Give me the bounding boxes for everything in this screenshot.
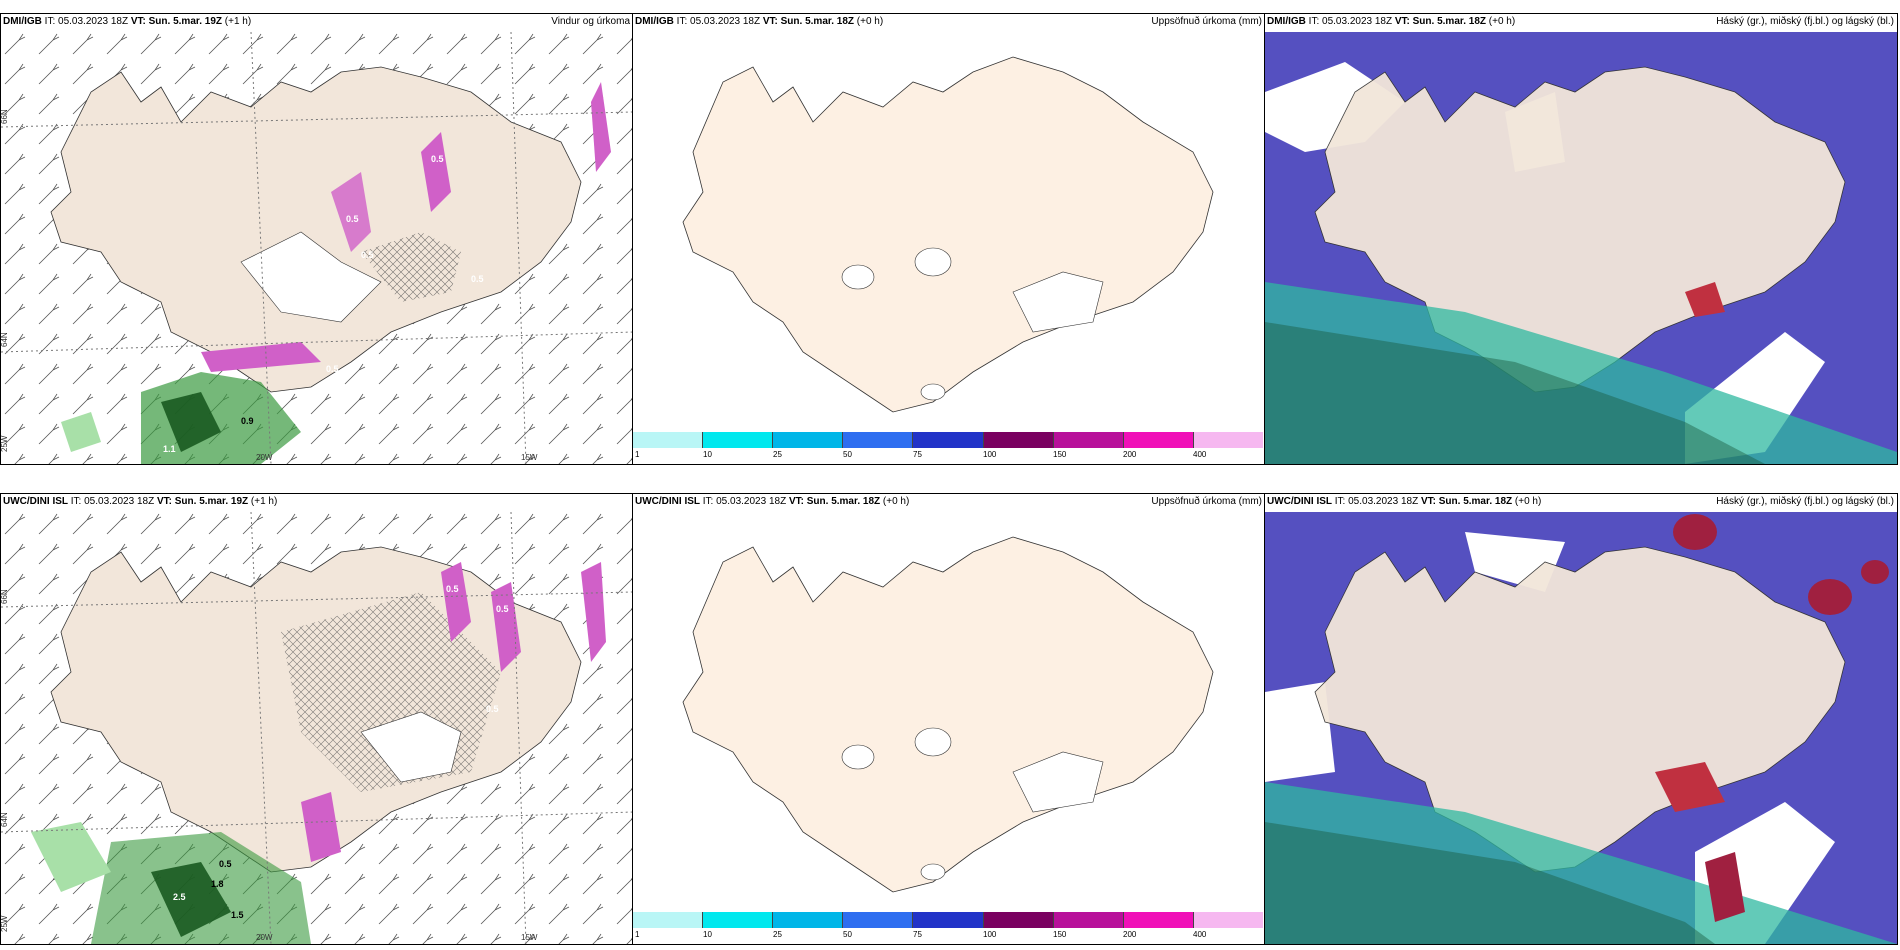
precip-value: 0.5	[486, 704, 499, 714]
colorbar-swatch	[913, 912, 984, 928]
lat-label: 64N	[1, 332, 9, 347]
colorbar-swatch	[1193, 432, 1263, 448]
panel-accum-precip-uwc: UWC/DINI ISL IT: 05.03.2023 18Z VT: Sun.…	[632, 493, 1266, 945]
colorbar-swatch	[1193, 912, 1263, 928]
colorbar-swatch	[983, 432, 1054, 448]
panel-title: DMI/IGB IT: 05.03.2023 18Z VT: Sun. 5.ma…	[3, 16, 252, 27]
panel-title: UWC/DINI ISL IT: 05.03.2023 18Z VT: Sun.…	[1267, 496, 1542, 507]
precip-value: 1.1	[163, 444, 176, 454]
panel-clouds-uwc: UWC/DINI ISL IT: 05.03.2023 18Z VT: Sun.…	[1264, 493, 1898, 945]
panel-subtitle: Háský (gr.), miðský (fj.bl.) og lágský (…	[1716, 496, 1894, 507]
iceland-landmass	[1314, 546, 1846, 873]
iceland-landmass	[682, 56, 1214, 413]
lat-label: 66N	[1, 589, 9, 604]
colorbar-swatch	[633, 432, 704, 448]
lon-label: 20W	[256, 933, 273, 942]
panel-clouds-dmi: DMI/IGB IT: 05.03.2023 18Z VT: Sun. 5.ma…	[1264, 13, 1898, 465]
precip-value: 1.8	[211, 879, 224, 889]
panel-wind-precip-dmi: DMI/IGB IT: 05.03.2023 18Z VT: Sun. 5.ma…	[0, 13, 634, 465]
colorbar-swatch	[773, 912, 844, 928]
wind-precip-map: 66N 64N 25W 20W 15W 2.5 1.8 0.5 0.5 0.5 …	[1, 512, 633, 944]
colorbar-swatch	[843, 912, 914, 928]
colorbar-swatch	[703, 912, 774, 928]
colorbar-swatch	[1053, 912, 1124, 928]
colorbar-swatch	[1123, 912, 1194, 928]
lat-label: 64N	[1, 812, 9, 827]
colorbar	[633, 912, 1263, 928]
clouds-map	[1265, 32, 1897, 464]
panel-title: DMI/IGB IT: 05.03.2023 18Z VT: Sun. 5.ma…	[1267, 16, 1516, 27]
precip-value: 0.5	[346, 214, 359, 224]
colorbar-swatch	[913, 432, 984, 448]
precip-value: 0.5	[471, 274, 484, 284]
panel-subtitle: Uppsöfnuð úrkoma (mm)	[1151, 496, 1262, 507]
panel-wind-precip-uwc: UWC/DINI ISL IT: 05.03.2023 18Z VT: Sun.…	[0, 493, 634, 945]
precip-value: 1.5	[231, 910, 244, 920]
precip-value: 0.5	[219, 859, 232, 869]
precip-value: 0.9	[241, 416, 254, 426]
iceland-landmass	[682, 536, 1214, 893]
panel-subtitle: Uppsöfnuð úrkoma (mm)	[1151, 16, 1262, 27]
colorbar-swatch	[773, 432, 844, 448]
lon-label: 25W	[1, 915, 9, 932]
panel-title: UWC/DINI ISL IT: 05.03.2023 18Z VT: Sun.…	[3, 496, 278, 507]
panel-accum-precip-dmi: DMI/IGB IT: 05.03.2023 18Z VT: Sun. 5.ma…	[632, 13, 1266, 465]
panel-title: UWC/DINI ISL IT: 05.03.2023 18Z VT: Sun.…	[635, 496, 910, 507]
colorbar-swatch	[983, 912, 1054, 928]
colorbar-ticks: 1 10 25 50 75 100 150 200 400	[635, 930, 1207, 939]
lon-label: 15W	[521, 453, 538, 462]
precip-value: 0.5	[496, 604, 509, 614]
lon-label: 25W	[1, 435, 9, 452]
colorbar-swatch	[843, 432, 914, 448]
accum-precip-map	[682, 56, 1214, 413]
colorbar-swatch	[1123, 432, 1194, 448]
iceland-landmass	[50, 66, 582, 393]
colorbar-swatch	[703, 432, 774, 448]
precip-value: 2.5	[173, 892, 186, 902]
colorbar-swatch	[1053, 432, 1124, 448]
lon-label: 15W	[521, 933, 538, 942]
precip-value: 0.5	[446, 584, 459, 594]
panel-subtitle: Vindur og úrkoma	[551, 16, 630, 27]
clouds-map	[1265, 512, 1897, 944]
lon-label: 20W	[256, 453, 273, 462]
precip-value: 0.5	[431, 154, 444, 164]
precip-value: 0.5	[361, 250, 374, 260]
accum-precip-map	[682, 536, 1214, 893]
colorbar-swatch	[633, 912, 704, 928]
panel-title: DMI/IGB IT: 05.03.2023 18Z VT: Sun. 5.ma…	[635, 16, 884, 27]
colorbar	[633, 432, 1263, 448]
colorbar-ticks: 1 10 25 50 75 100 150 200 400	[635, 450, 1207, 459]
lat-label: 66N	[1, 109, 9, 124]
precip-value: 0.5	[326, 364, 339, 374]
wind-precip-map: 66N 64N 25W 20W 15W 0.9 1.1 0.5 0.5 0.5 …	[1, 32, 633, 464]
panel-subtitle: Háský (gr.), miðský (fj.bl.) og lágský (…	[1716, 16, 1894, 27]
